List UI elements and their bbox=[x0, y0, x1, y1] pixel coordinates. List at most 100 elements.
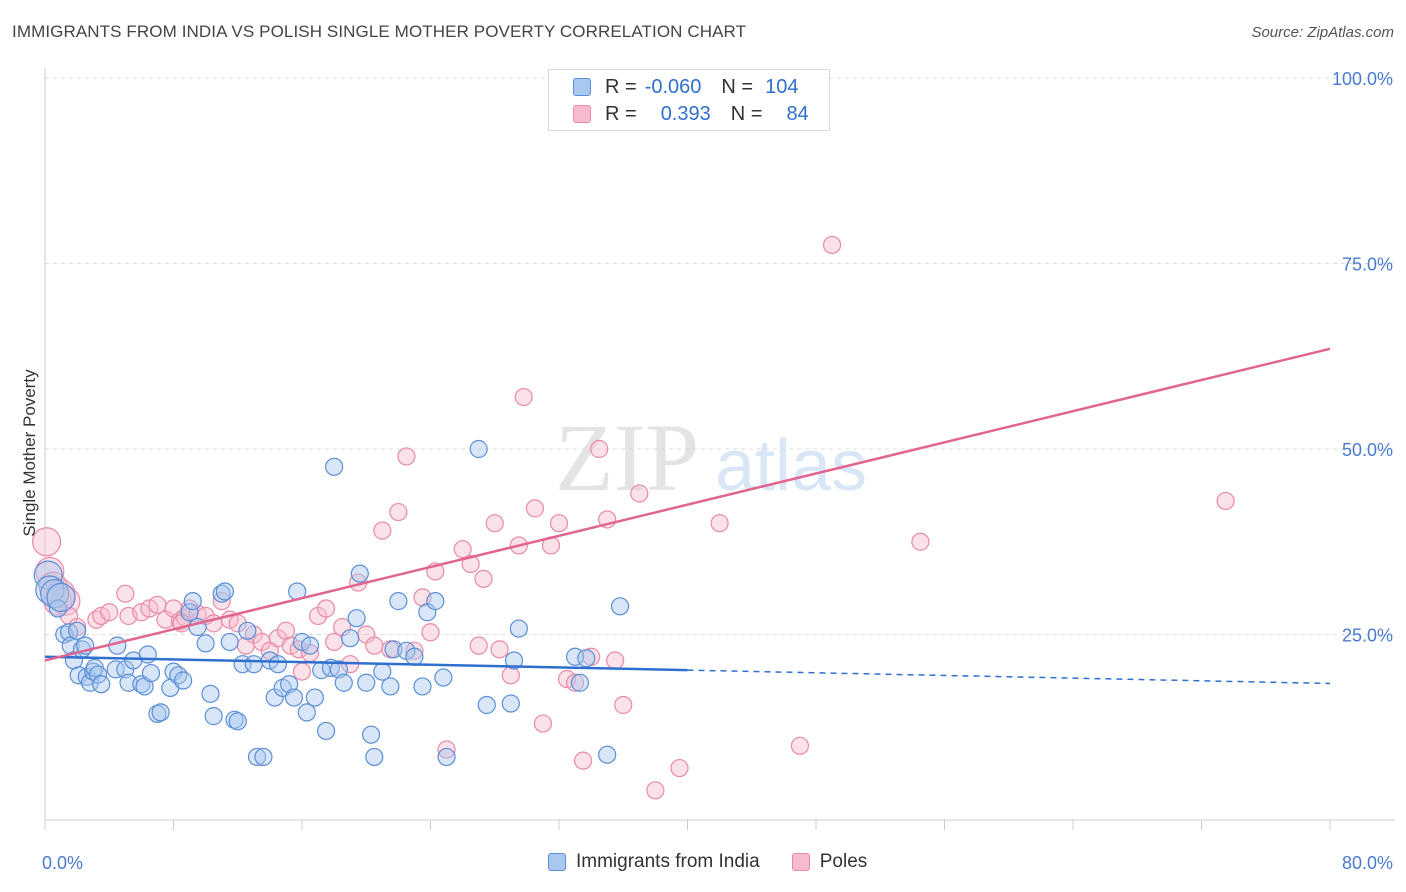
data-point bbox=[254, 747, 273, 767]
data-point bbox=[501, 694, 520, 713]
data-point bbox=[710, 514, 729, 533]
data-point bbox=[437, 747, 456, 767]
data-point bbox=[334, 673, 353, 692]
data-point bbox=[565, 673, 585, 692]
data-point bbox=[297, 703, 316, 722]
data-point bbox=[397, 447, 416, 466]
legend-n-value: 104 bbox=[765, 75, 799, 98]
data-point bbox=[201, 684, 220, 703]
data-point bbox=[474, 569, 493, 588]
legend-swatch-india bbox=[548, 853, 566, 871]
y-tick-label: 50.0% bbox=[1342, 440, 1393, 460]
data-point bbox=[590, 439, 609, 459]
data-point bbox=[100, 603, 119, 622]
data-point bbox=[533, 714, 553, 733]
series-legend: Immigrants from India Poles bbox=[548, 851, 899, 873]
legend-n-label: N = bbox=[721, 75, 754, 98]
data-point bbox=[514, 387, 533, 407]
legend-item-india: Immigrants from India bbox=[548, 851, 760, 873]
data-point bbox=[490, 640, 509, 659]
data-point bbox=[469, 439, 488, 459]
data-point bbox=[525, 499, 545, 518]
data-point bbox=[174, 671, 193, 690]
legend-swatch-poles bbox=[573, 105, 591, 123]
data-point bbox=[88, 665, 108, 684]
y-axis-label: Single Mother Poverty bbox=[20, 369, 39, 537]
data-point bbox=[570, 673, 589, 692]
data-point bbox=[646, 781, 665, 800]
data-point bbox=[212, 584, 231, 603]
data-point bbox=[630, 484, 649, 503]
data-point bbox=[305, 688, 324, 707]
data-point bbox=[413, 677, 432, 696]
data-point bbox=[183, 592, 202, 611]
data-point bbox=[461, 554, 480, 574]
data-point bbox=[437, 740, 456, 759]
data-point bbox=[148, 595, 167, 614]
data-point bbox=[822, 235, 842, 255]
legend-row-india: R = -0.060 N = 104 bbox=[573, 74, 798, 100]
data-point bbox=[598, 745, 617, 764]
legend-r-label: R = bbox=[605, 75, 637, 98]
data-point bbox=[365, 636, 384, 655]
data-point bbox=[325, 457, 344, 476]
data-point bbox=[204, 707, 223, 726]
y-tick-label: 25.0% bbox=[1342, 626, 1393, 646]
data-point bbox=[180, 603, 199, 622]
data-point bbox=[244, 655, 263, 674]
legend-swatch-india bbox=[573, 78, 591, 96]
data-point bbox=[911, 532, 930, 551]
data-point bbox=[389, 502, 408, 522]
data-point bbox=[316, 721, 336, 741]
data-point bbox=[316, 599, 336, 618]
data-point bbox=[280, 675, 299, 694]
data-point bbox=[381, 677, 400, 696]
trendline-poles bbox=[44, 347, 1331, 662]
data-point bbox=[477, 695, 496, 715]
data-point bbox=[220, 632, 239, 652]
data-point bbox=[421, 623, 440, 642]
legend-n-value: 84 bbox=[786, 102, 809, 125]
data-point bbox=[228, 712, 247, 731]
data-point bbox=[33, 560, 63, 590]
data-point bbox=[610, 597, 630, 616]
data-point bbox=[341, 629, 360, 648]
axes bbox=[44, 68, 1395, 830]
legend-item-poles: Poles bbox=[791, 851, 867, 873]
data-point bbox=[614, 695, 633, 715]
data-point bbox=[426, 592, 445, 611]
data-point bbox=[169, 666, 188, 685]
data-point bbox=[106, 660, 125, 679]
data-point bbox=[365, 747, 384, 767]
data-point bbox=[46, 582, 76, 613]
data-point bbox=[434, 668, 453, 687]
chart-title: IMMIGRANTS FROM INDIA VS POLISH SINGLE M… bbox=[12, 22, 747, 41]
legend-r-value: -0.060 bbox=[644, 75, 702, 98]
data-point bbox=[361, 725, 381, 744]
tick-labels: 25.0% 50.0% 75.0% 100.0% 0.0% 80.0% bbox=[42, 69, 1393, 873]
data-point bbox=[212, 592, 231, 611]
grid bbox=[45, 77, 1395, 635]
legend-r-value: 0.393 bbox=[660, 102, 711, 125]
data-point bbox=[238, 621, 257, 640]
source-credit: Source: ZipAtlas.com bbox=[1251, 24, 1394, 41]
data-point bbox=[48, 599, 67, 618]
y-tick-label: 100.0% bbox=[1332, 69, 1393, 89]
data-point bbox=[141, 663, 161, 683]
data-point bbox=[247, 747, 267, 767]
trendlines bbox=[44, 347, 1331, 685]
data-point bbox=[549, 514, 569, 533]
data-point bbox=[405, 647, 424, 666]
data-point bbox=[389, 592, 408, 611]
data-point bbox=[32, 527, 62, 557]
data-point bbox=[329, 660, 349, 679]
data-point bbox=[151, 703, 170, 722]
x-tick-label: 80.0% bbox=[1342, 853, 1393, 873]
data-point bbox=[68, 621, 87, 640]
trendline-india bbox=[44, 655, 688, 672]
data-point bbox=[196, 634, 215, 653]
legend-swatch-poles bbox=[791, 853, 810, 871]
data-point bbox=[453, 540, 472, 559]
legend-n-label: N = bbox=[730, 102, 763, 125]
